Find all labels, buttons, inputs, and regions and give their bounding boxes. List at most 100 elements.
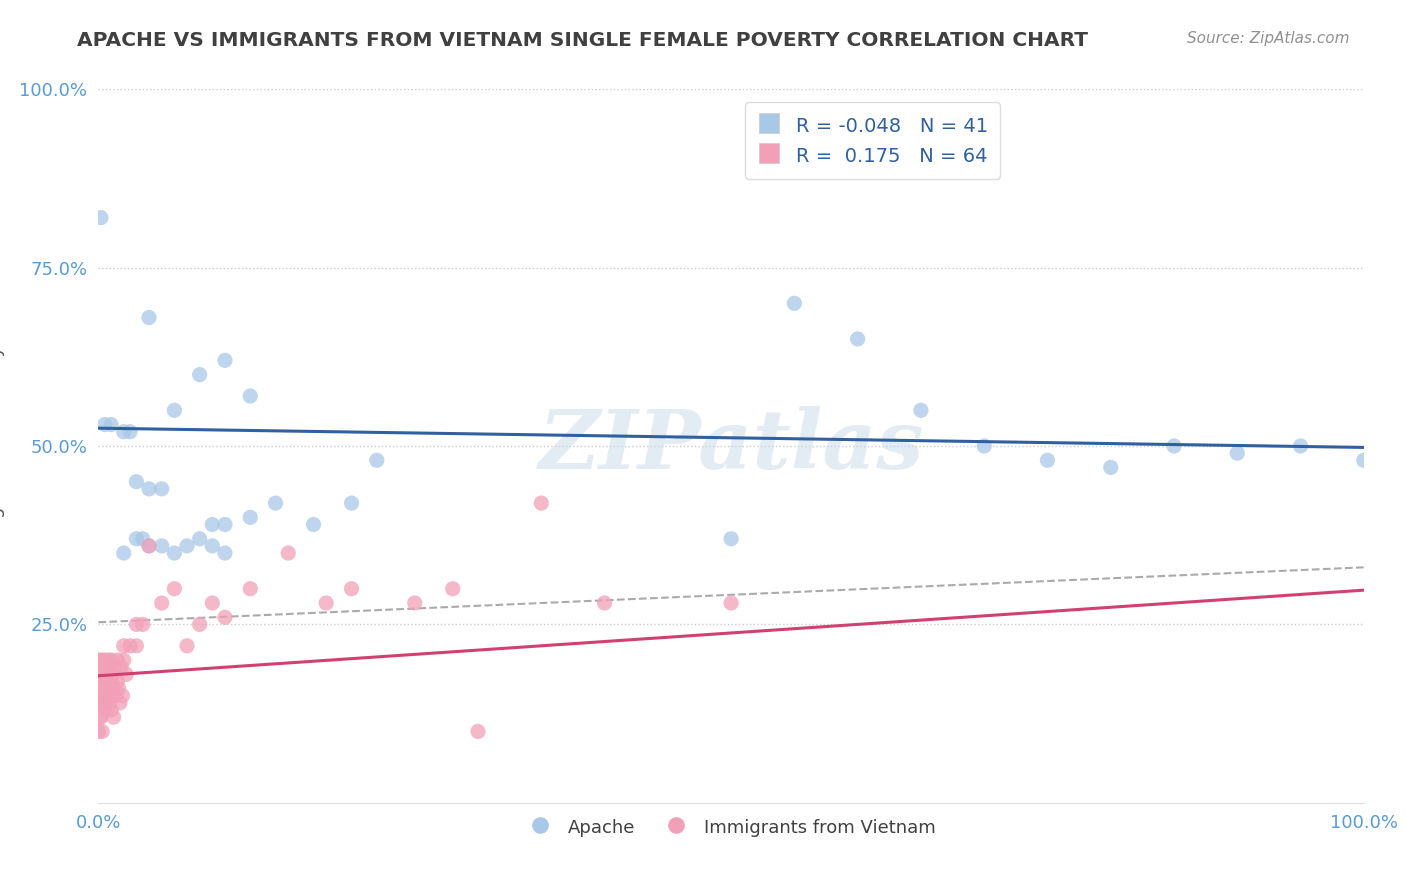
Legend: Apache, Immigrants from Vietnam: Apache, Immigrants from Vietnam [519,810,943,844]
Point [93,703,117,717]
Point [239,389,262,403]
Point [100,653,122,667]
Point [103,681,125,696]
Point [188,368,211,382]
Point [302,517,325,532]
Point [188,532,211,546]
Point [138,482,160,496]
Point [176,639,198,653]
Point [214,517,236,532]
Point [264,496,287,510]
Point [105,689,128,703]
Point [1289,439,1312,453]
Point [89,667,111,681]
Point [96,689,118,703]
Point [120,425,141,439]
Point [91,696,114,710]
Point [98,696,121,710]
Point [93,660,115,674]
Point [91,667,114,681]
Point [404,596,426,610]
Point [115,667,138,681]
Text: APACHE VS IMMIGRANTS FROM VIETNAM SINGLE FEMALE POVERTY CORRELATION CHART: APACHE VS IMMIGRANTS FROM VIETNAM SINGLE… [77,31,1088,50]
Point [973,439,995,453]
Point [94,696,117,710]
Point [214,546,236,560]
Point [593,596,616,610]
Point [239,510,262,524]
Point [239,582,262,596]
Point [87,696,110,710]
Point [111,689,134,703]
Point [100,674,122,689]
Point [150,596,173,610]
Point [188,617,211,632]
Point [112,639,135,653]
Point [138,310,160,325]
Point [93,689,115,703]
Point [150,539,173,553]
Point [90,211,112,225]
Point [93,653,117,667]
Point [125,475,148,489]
Point [125,639,148,653]
Point [132,617,155,632]
Point [91,724,114,739]
Point [112,425,135,439]
Point [112,653,135,667]
Point [93,674,117,689]
Point [96,660,118,674]
Point [1036,453,1059,467]
Point [340,582,363,596]
Point [150,482,173,496]
Point [846,332,869,346]
Point [107,653,129,667]
Point [107,674,129,689]
Point [120,639,141,653]
Point [441,582,464,596]
Point [98,667,121,681]
Point [104,660,127,674]
Point [107,681,129,696]
Point [277,546,299,560]
Point [530,496,553,510]
Point [89,710,111,724]
Y-axis label: Single Female Poverty: Single Female Poverty [0,346,6,546]
Point [910,403,932,417]
Point [90,710,112,724]
Point [103,710,125,724]
Point [315,596,337,610]
Point [101,667,124,681]
Point [720,532,742,546]
Point [340,496,363,510]
Point [176,539,198,553]
Point [90,653,112,667]
Point [467,724,489,739]
Point [87,724,110,739]
Point [201,596,224,610]
Point [87,674,110,689]
Point [125,532,148,546]
Point [110,660,132,674]
Point [1353,453,1375,467]
Point [132,532,155,546]
Point [100,417,122,432]
Point [163,582,186,596]
Point [1099,460,1122,475]
Point [163,403,186,417]
Point [163,546,186,560]
Point [89,689,111,703]
Point [201,517,224,532]
Text: Source: ZipAtlas.com: Source: ZipAtlas.com [1187,31,1350,46]
Point [783,296,806,310]
Point [90,681,112,696]
Point [1163,439,1185,453]
Point [87,653,110,667]
Point [138,539,160,553]
Point [112,546,135,560]
Point [201,539,224,553]
Point [214,610,236,624]
Point [720,596,742,610]
Point [97,681,120,696]
Point [100,703,122,717]
